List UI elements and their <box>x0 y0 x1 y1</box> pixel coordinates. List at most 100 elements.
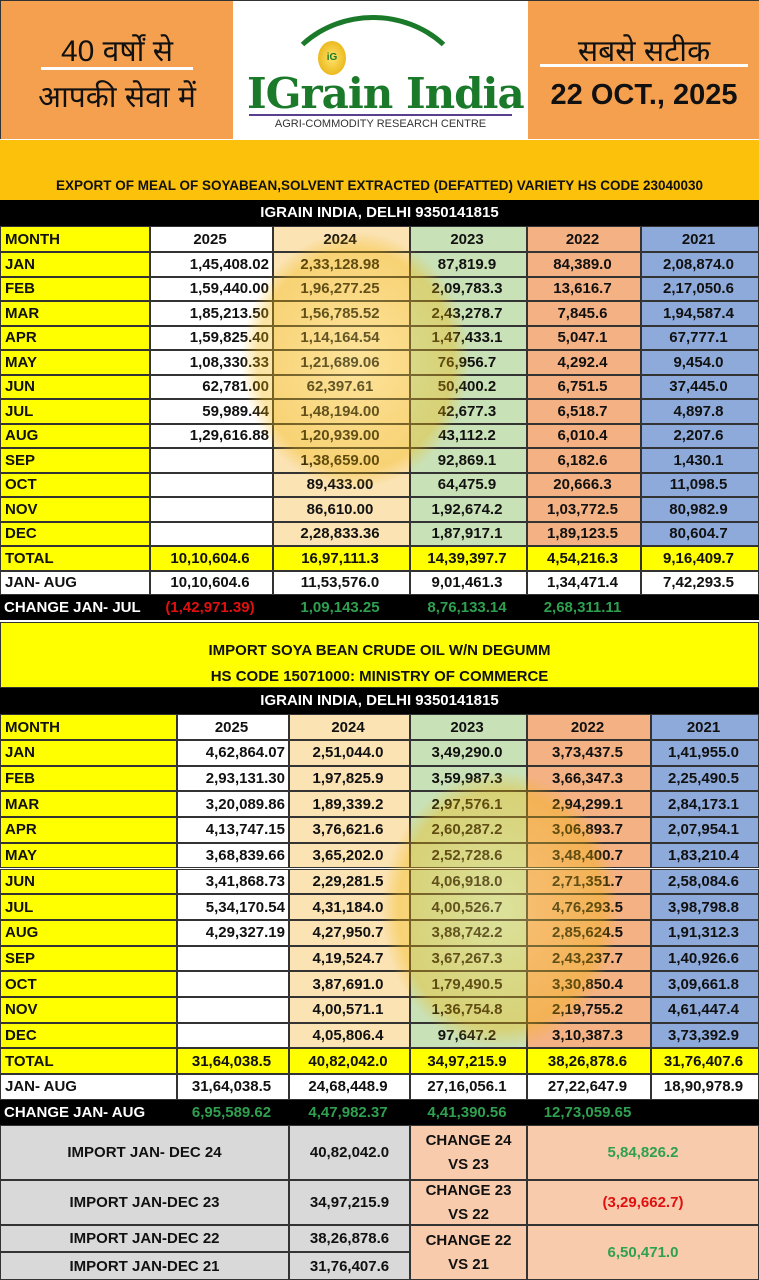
cell-2021: 3,73,392.9 <box>651 1022 759 1049</box>
cell-2023: 1,92,674.2 <box>410 497 527 522</box>
tagline-right: सबसे सटीक <box>577 35 711 68</box>
period-row: JAN- AUG 10,10,604.6 11,53,576.0 9,01,461.3… <box>0 570 759 595</box>
cell-2024: 1,14,164.54 <box>273 325 410 350</box>
cell-2024: 2,28,833.36 <box>273 521 410 546</box>
table-row: OCT 3,87,691.0 1,79,490.5 3,30,850.4 3,09,66… <box>0 971 759 997</box>
cell-2023: 64,475.9 <box>410 472 527 497</box>
table1-source: IGRAIN INDIA, DELHI 9350141815 <box>0 200 759 226</box>
summary-label: IMPORT JAN-DEC 22 <box>0 1225 289 1252</box>
table-row: AUG 4,29,327.19 4,27,950.7 3,88,742.2 2,85,6… <box>0 919 759 946</box>
cell-2024: 1,20,939.00 <box>273 423 410 448</box>
cell-2025: 1,45,408.02 <box>150 252 273 277</box>
cell-2023: 34,97,215.9 <box>410 1048 527 1075</box>
cell-2022: 1,34,471.4 <box>527 570 641 595</box>
row-label: JAN <box>0 252 150 277</box>
cell-2021: 2,07,954.1 <box>651 817 759 843</box>
logo-underline <box>249 114 512 116</box>
cell-2022: 3,73,437.5 <box>527 740 651 766</box>
row-label: MAY <box>0 350 150 375</box>
cell-2021: 2,17,050.6 <box>641 276 759 301</box>
total-row: TOTAL 31,64,038.5 40,82,042.0 34,97,215.9 38… <box>0 1048 759 1075</box>
cell-2021: 2,84,173.1 <box>651 791 759 818</box>
cell-2025 <box>150 521 273 546</box>
cell-2021: 2,08,874.0 <box>641 252 759 277</box>
cell-2025 <box>177 997 289 1023</box>
cell-2021: 80,604.7 <box>641 521 759 546</box>
cell-2024: 1,09,143.25 <box>273 595 410 620</box>
cell-2022: 1,89,123.5 <box>527 521 641 546</box>
cell-2025: 59,989.44 <box>150 399 273 424</box>
cell-2025: 3,41,868.73 <box>177 868 289 895</box>
header-row: MONTH 2025 2024 2023 2022 2021 <box>0 226 759 252</box>
change-row: CHANGE JAN- JUL (1,42,971.39) 1,09,143.25 8… <box>0 595 759 620</box>
summary-value: 31,76,407.6 <box>289 1252 410 1280</box>
cell-2025: 5,34,170.54 <box>177 894 289 920</box>
cell-2022: 12,73,059.65 <box>527 1099 651 1126</box>
summary-change-label: CHANGE 22 VS 21 <box>410 1225 527 1280</box>
cell-2022: 2,71,351.7 <box>527 868 651 895</box>
cell-2021: 2,207.6 <box>641 423 759 448</box>
table-row: MAR 3,20,089.86 1,89,339.2 2,97,576.1 2,94,2… <box>0 791 759 818</box>
cell-2025: 31,64,038.5 <box>177 1074 289 1100</box>
cell-2023: 4,00,526.7 <box>410 894 527 920</box>
cell-2021: 3,09,661.8 <box>651 971 759 997</box>
cell-2024: 24,68,448.9 <box>289 1074 410 1100</box>
cell-2022: 6,518.7 <box>527 399 641 424</box>
cell-2024: 40,82,042.0 <box>289 1048 410 1075</box>
cell-2023: 2,97,576.1 <box>410 791 527 818</box>
row-label: OCT <box>0 971 177 997</box>
cell-2023: 2023 <box>410 226 527 252</box>
row-label: SEP <box>0 448 150 473</box>
cell-2025 <box>177 971 289 997</box>
summary-value: 38,26,878.6 <box>289 1225 410 1252</box>
cell-2022: 3,10,387.3 <box>527 1022 651 1049</box>
table-row: APR 1,59,825.40 1,14,164.54 1,47,433.1 5,047… <box>0 325 759 350</box>
cell-2022: 27,22,647.9 <box>527 1074 651 1100</box>
cell-2022: 2,85,624.5 <box>527 919 651 946</box>
change-label-line: VS 23 <box>448 1155 489 1173</box>
cell-2024: 2,51,044.0 <box>289 740 410 766</box>
cell-2024: 2024 <box>273 226 410 252</box>
page-header: 40 वर्षों से आपकी सेवा में iG IGrain Ind… <box>0 0 759 139</box>
cell-2023: 2,43,278.7 <box>410 301 527 326</box>
change-label-line: CHANGE 23 <box>425 1181 512 1199</box>
table-row: OCT 89,433.00 64,475.9 20,666.3 11,098.5 <box>0 472 759 497</box>
summary-change-value: 5,84,826.2 <box>527 1125 759 1180</box>
cell-2024: 1,97,825.9 <box>289 765 410 792</box>
table-row: NOV 86,610.00 1,92,674.2 1,03,772.5 80,982.9 <box>0 497 759 522</box>
change-label-line: VS 21 <box>448 1255 489 1273</box>
cell-2022: 4,76,293.5 <box>527 894 651 920</box>
logo-grain-icon: iG <box>318 41 346 75</box>
cell-2023: 43,112.2 <box>410 423 527 448</box>
row-label: DEC <box>0 521 150 546</box>
cell-2022: 13,616.7 <box>527 276 641 301</box>
row-label: DEC <box>0 1022 177 1049</box>
table-row: DEC 2,28,833.36 1,87,917.1 1,89,123.5 80,604… <box>0 521 759 546</box>
cell-2021: 1,94,587.4 <box>641 301 759 326</box>
logo-text: IGrain India <box>247 69 525 118</box>
cell-2021 <box>641 595 759 620</box>
cell-2023: 4,41,390.56 <box>410 1099 527 1126</box>
row-label: JAN- AUG <box>0 1074 177 1100</box>
cell-2022: 2022 <box>527 714 651 740</box>
cell-2024: 11,53,576.0 <box>273 570 410 595</box>
cell-2025: 3,68,839.66 <box>177 842 289 869</box>
change-row: CHANGE JAN- AUG 6,95,589.62 4,47,982.37 4,4… <box>0 1099 759 1126</box>
tagline-line1: 40 वर्षों से <box>60 35 174 68</box>
cell-2022: 38,26,878.6 <box>527 1048 651 1075</box>
table2-title: IMPORT SOYA BEAN CRUDE OIL W/N DEGUMM HS… <box>0 622 759 688</box>
table-row: JUN 3,41,868.73 2,29,281.5 4,06,918.0 2,71,3… <box>0 868 759 895</box>
table2-title-line1: IMPORT SOYA BEAN CRUDE OIL W/N DEGUMM <box>208 642 551 659</box>
cell-2023: 87,819.9 <box>410 252 527 277</box>
table-row: JUN 62,781.00 62,397.61 50,400.2 6,751.5 37,4… <box>0 374 759 399</box>
cell-2024: 2,29,281.5 <box>289 868 410 895</box>
cell-2025: 4,13,747.15 <box>177 817 289 843</box>
cell-2024: 16,97,111.3 <box>273 546 410 571</box>
row-label: MONTH <box>0 714 177 740</box>
row-label: JUL <box>0 894 177 920</box>
logo-arc-icon <box>273 15 473 195</box>
cell-2023: 1,79,490.5 <box>410 971 527 997</box>
cell-2025 <box>177 1022 289 1049</box>
header-tagline-left: 40 वर्षों से आपकी सेवा में <box>1 1 233 139</box>
cell-2023: 3,49,290.0 <box>410 740 527 766</box>
